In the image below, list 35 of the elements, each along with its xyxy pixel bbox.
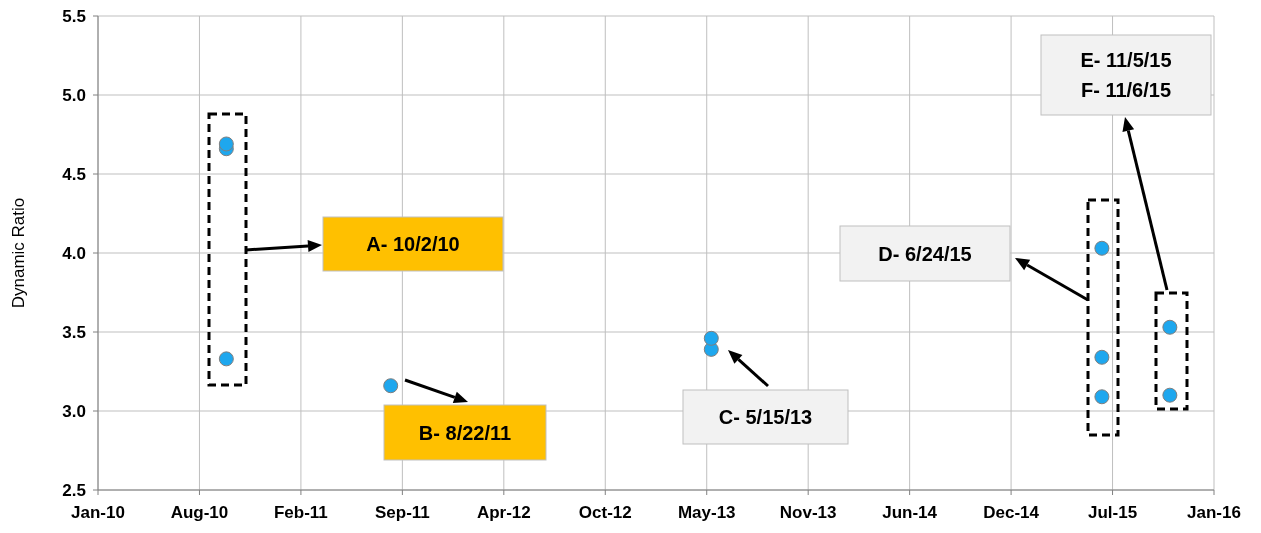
y-tick-label: 4.5 bbox=[62, 164, 86, 184]
y-tick-label: 5.0 bbox=[62, 85, 86, 105]
y-tick-label: 5.5 bbox=[62, 6, 86, 26]
point bbox=[1094, 240, 1110, 256]
x-tick-label: Jul-15 bbox=[1087, 503, 1138, 522]
point bbox=[1094, 389, 1110, 405]
annotation: E- 11/5/15 bbox=[1080, 49, 1172, 71]
x-tick-label: Sep-11 bbox=[374, 503, 430, 522]
y-tick-label: 3.0 bbox=[62, 401, 86, 421]
y-tick-label: 2.5 bbox=[62, 480, 86, 500]
point bbox=[218, 351, 234, 367]
point bbox=[383, 378, 399, 394]
x-tick-label: Jan-10 bbox=[71, 503, 125, 522]
y-axis-title: Dynamic Ratio bbox=[9, 197, 28, 309]
x-tick-label: Feb-11 bbox=[273, 503, 328, 522]
annotation: C- 5/15/13 bbox=[718, 406, 813, 428]
annotation: B- 8/22/11 bbox=[418, 421, 512, 444]
point bbox=[218, 136, 234, 152]
annotation: F- 11/6/15 bbox=[1080, 79, 1172, 101]
point bbox=[1162, 387, 1178, 403]
y-tick-label: 4.0 bbox=[62, 243, 86, 263]
x-tick-label: Oct-12 bbox=[578, 503, 632, 522]
x-tick-label: Jun-14 bbox=[882, 503, 938, 522]
x-tick-label: Jan-16 bbox=[1187, 503, 1241, 522]
annotation: A- 10/2/10 bbox=[366, 233, 460, 255]
x-tick-label: Dec-14 bbox=[983, 503, 1040, 522]
point bbox=[1162, 319, 1178, 335]
x-tick-label: May-13 bbox=[677, 503, 736, 522]
point bbox=[1094, 349, 1110, 365]
annotation: D- 6/24/15 bbox=[878, 242, 972, 265]
x-tick-label: Aug-10 bbox=[170, 503, 229, 522]
point bbox=[703, 330, 719, 346]
x-tick-label: Nov-13 bbox=[779, 503, 837, 522]
y-tick-label: 3.5 bbox=[62, 322, 86, 342]
x-tick-label: Apr-12 bbox=[476, 503, 531, 522]
